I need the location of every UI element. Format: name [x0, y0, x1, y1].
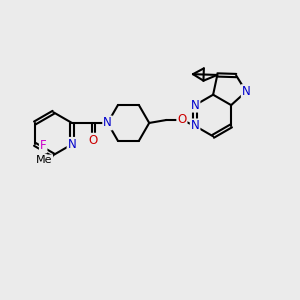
Text: O: O	[177, 113, 187, 127]
Text: N: N	[242, 85, 250, 98]
Text: N: N	[191, 99, 200, 112]
Text: O: O	[89, 134, 98, 147]
Text: N: N	[191, 119, 200, 132]
Text: F: F	[40, 139, 46, 152]
Text: N: N	[68, 138, 76, 151]
Text: Me: Me	[36, 155, 52, 165]
Text: N: N	[103, 116, 112, 130]
